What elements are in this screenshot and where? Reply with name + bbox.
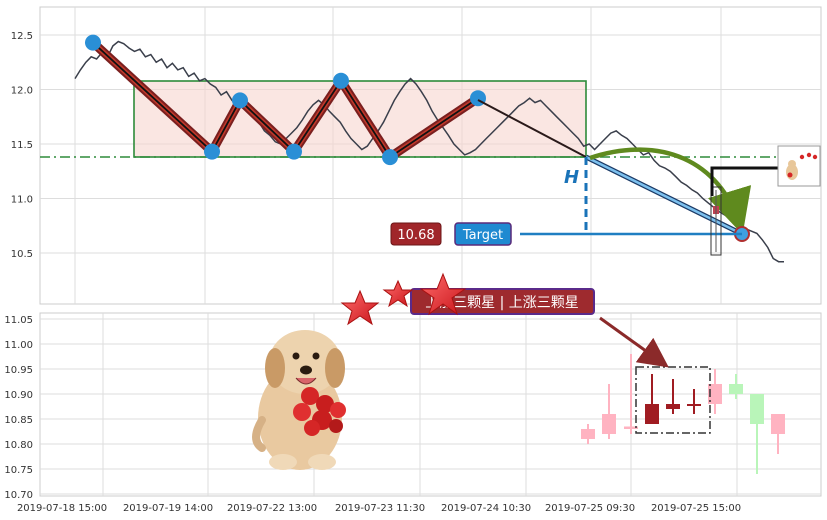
- projection-arc: [589, 147, 752, 235]
- lower-y-tick-label: 10.80: [4, 440, 33, 451]
- target-value-badge: 10.68: [397, 228, 434, 243]
- star-decoration: [340, 272, 467, 326]
- pivot-point: [85, 34, 101, 51]
- callout-connector: [710, 166, 778, 196]
- lower-y-tick-label: 11.00: [4, 340, 33, 351]
- x-tick-label: 2019-07-22 13:00: [227, 503, 317, 514]
- lower-y-tick-label: 10.70: [4, 490, 33, 501]
- x-tick-label: 2019-07-24 10:30: [441, 503, 531, 514]
- candle-body: [602, 414, 616, 434]
- lower-y-tick-label: 10.95: [4, 365, 33, 376]
- target-value-badge-bg: [390, 222, 442, 246]
- upper-y-tick-label: 10.5: [11, 249, 33, 260]
- pivot-point: [382, 149, 398, 166]
- lower-y-tick-label: 10.90: [4, 390, 33, 401]
- callout-thumbnail: [777, 145, 821, 187]
- breakdown-line: [477, 99, 587, 158]
- highlight-box: [635, 366, 711, 434]
- lower-y-tick-labels: 11.05 11.00 10.95 10.90 10.85 10.80 10.75 10.70: [4, 315, 33, 501]
- pivot-point: [232, 92, 248, 109]
- puppy-mascot: [252, 330, 346, 470]
- annotation-arrow: [599, 316, 669, 368]
- pivot-point: [204, 143, 220, 160]
- x-tick-label: 2019-07-25 09:30: [545, 503, 635, 514]
- candle-body: [729, 384, 743, 394]
- candle-body: [666, 404, 680, 409]
- x-tick-label: 2019-07-19 14:00: [123, 503, 213, 514]
- candle-body: [687, 404, 701, 406]
- height-label: H: [564, 167, 579, 188]
- target-label-badge-bg: [454, 222, 512, 246]
- candle-body: [645, 404, 659, 424]
- upper-y-tick-label: 11.0: [11, 195, 33, 206]
- pivot-point: [333, 72, 349, 89]
- candle-body: [771, 414, 785, 434]
- x-tick-label: 2019-07-25 15:00: [651, 503, 741, 514]
- lower-y-tick-label: 11.05: [4, 315, 33, 326]
- mini-candle-overlay: [710, 186, 722, 256]
- x-axis-tick-labels: 2019-07-18 15:00 2019-07-19 14:00 2019-07-…: [17, 503, 741, 514]
- lower-y-tick-label: 10.85: [4, 415, 33, 426]
- pivot-points: [85, 34, 486, 166]
- x-tick-label: 2019-07-23 11:30: [335, 503, 425, 514]
- price-line: [74, 40, 784, 263]
- target-label-badge: Target: [462, 228, 503, 243]
- candle-body: [708, 384, 722, 404]
- annotation-banner: 上涨三颗星 | 上涨三颗星: [425, 295, 579, 311]
- upper-y-tick-label: 11.5: [11, 140, 33, 151]
- upper-panel: 12.5 12.0 11.5 11.0 10.5 H 10.68 Target: [11, 6, 822, 305]
- upper-y-tick-labels: 12.5 12.0 11.5 11.0 10.5: [11, 31, 33, 260]
- upper-y-tick-label: 12.0: [11, 86, 33, 97]
- lower-y-tick-label: 10.75: [4, 465, 33, 476]
- upper-y-tick-label: 12.5: [11, 31, 33, 42]
- lower-panel: 11.05 11.00 10.95 10.90 10.85 10.80 10.75 10.70…: [4, 272, 822, 501]
- candle-body: [581, 429, 595, 439]
- candlesticks: [581, 354, 785, 474]
- candle-body: [624, 426, 638, 429]
- pivot-point: [286, 143, 302, 160]
- candle-body: [750, 394, 764, 424]
- x-tick-label: 2019-07-18 15:00: [17, 503, 107, 514]
